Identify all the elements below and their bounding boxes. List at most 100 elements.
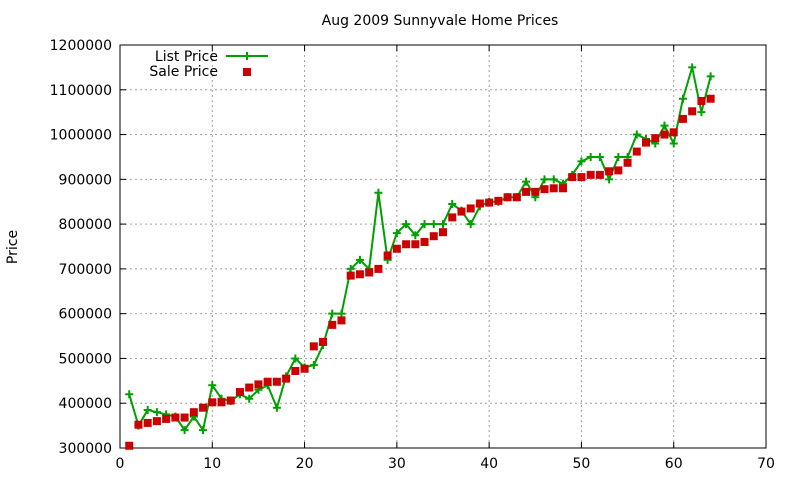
sale-price-point-12 (226, 396, 235, 405)
sale-price-point-1 (125, 441, 134, 450)
legend-marker-list-price (243, 52, 251, 60)
sale-price-point-30 (392, 244, 401, 253)
list-price-point-51 (586, 152, 595, 161)
sale-price-point-7 (180, 413, 189, 422)
sale-price-point-15 (254, 380, 263, 389)
sale-price-point-41 (494, 196, 503, 205)
sale-price-point-13 (235, 388, 244, 397)
sale-price-point-6 (171, 413, 180, 422)
list-price-point-1 (125, 390, 134, 399)
grid-lines (120, 45, 766, 448)
sale-price-point-25 (346, 271, 355, 280)
y-tick-label-3: 600000 (59, 307, 112, 323)
list-price-point-19 (291, 354, 300, 363)
sale-price-point-46 (540, 185, 549, 194)
sale-price-point-36 (448, 213, 457, 222)
y-tick-label-7: 1000000 (50, 128, 112, 144)
y-tick-label-5: 800000 (59, 217, 112, 233)
list-price-point-3 (143, 405, 152, 414)
sale-price-point-54 (614, 166, 623, 175)
sale-price-point-24 (337, 316, 346, 325)
sale-price-point-61 (678, 114, 687, 123)
sale-price-point-56 (632, 147, 641, 156)
list-price-point-25 (346, 264, 355, 273)
y-tick-label-4: 700000 (59, 262, 112, 278)
list-price-point-9 (199, 426, 208, 435)
sale-price-point-32 (411, 240, 420, 249)
sale-price-point-64 (706, 94, 715, 103)
sale-price-point-59 (660, 130, 669, 139)
sale-price-point-18 (282, 374, 291, 383)
sale-price-point-53 (605, 167, 614, 176)
list-price-point-30 (392, 229, 401, 238)
list-price-point-61 (678, 94, 687, 103)
list-price-point-60 (669, 139, 678, 148)
legend: List Price Sale Price (149, 49, 268, 80)
y-tick-label-6: 900000 (59, 172, 112, 188)
sale-price-point-62 (688, 107, 697, 116)
sale-price-point-63 (697, 96, 706, 105)
list-price-point-56 (632, 130, 641, 139)
x-axis-tick-labels: 0 10 20 30 40 50 60 70 (116, 456, 775, 472)
sale-price-point-58 (651, 134, 660, 143)
list-price-point-53 (605, 175, 614, 184)
sale-price-point-43 (512, 193, 521, 202)
list-price-point-46 (540, 175, 549, 184)
legend-marker-sale-price (243, 68, 251, 76)
sale-price-point-16 (263, 377, 272, 386)
list-price-point-38 (466, 220, 475, 229)
sale-price-point-3 (143, 418, 152, 427)
list-price-point-33 (420, 220, 429, 229)
sale-price-point-40 (485, 198, 494, 207)
sale-price-point-52 (595, 170, 604, 179)
x-tick-label-0: 0 (116, 456, 125, 472)
sale-price-point-42 (503, 193, 512, 202)
list-price-point-26 (355, 255, 364, 264)
list-price-point-54 (614, 152, 623, 161)
sale-price-point-29 (383, 251, 392, 260)
legend-plus-marker (243, 52, 251, 60)
list-price-point-47 (549, 175, 558, 184)
sale-price-point-50 (577, 173, 586, 182)
sale-price-point-27 (365, 268, 374, 277)
sale-price-point-45 (531, 187, 540, 196)
list-price-point-31 (402, 220, 411, 229)
series-marks (125, 63, 715, 450)
sale-price-point-57 (642, 138, 651, 147)
x-tick-label-1: 10 (203, 456, 221, 472)
sale-price-point-5 (162, 414, 171, 423)
sale-price-point-35 (439, 228, 447, 237)
sale-price-point-17 (272, 377, 281, 386)
sale-price-point-55 (623, 158, 632, 167)
list-price-point-10 (208, 381, 217, 390)
axis-ticks (119, 44, 767, 449)
list-price-point-28 (374, 188, 383, 197)
list-price-point-63 (697, 108, 706, 117)
x-tick-label-3: 30 (388, 456, 406, 472)
list-price-point-50 (577, 157, 586, 166)
sale-price-point-4 (152, 417, 161, 426)
y-axis-label: Price (5, 230, 21, 264)
legend-label-sale-price: Sale Price (149, 64, 218, 80)
sale-price-point-60 (669, 128, 678, 137)
x-tick-label-4: 40 (480, 456, 498, 472)
sale-price-point-19 (291, 366, 300, 375)
sale-price-point-51 (586, 170, 595, 179)
y-tick-label-9: 1200000 (50, 38, 112, 54)
list-price-point-35 (439, 220, 447, 229)
sale-price-point-28 (374, 264, 383, 273)
sale-price-point-37 (457, 207, 466, 216)
sale-price-point-39 (475, 199, 484, 208)
list-price-point-59 (660, 121, 669, 130)
list-price-point-64 (706, 72, 715, 81)
sale-price-point-48 (558, 184, 567, 193)
list-price-point-44 (522, 177, 531, 186)
y-axis-tick-labels: 300000 400000 500000 600000 700000 800000 9000… (50, 38, 112, 457)
x-tick-label-6: 60 (665, 456, 683, 472)
list-price-point-24 (337, 309, 346, 318)
list-price-point-21 (309, 361, 318, 370)
series-line-list-price (128, 67, 712, 433)
sale-price-point-44 (522, 187, 531, 196)
y-tick-label-0: 300000 (59, 441, 112, 457)
sale-price-point-49 (568, 173, 577, 182)
